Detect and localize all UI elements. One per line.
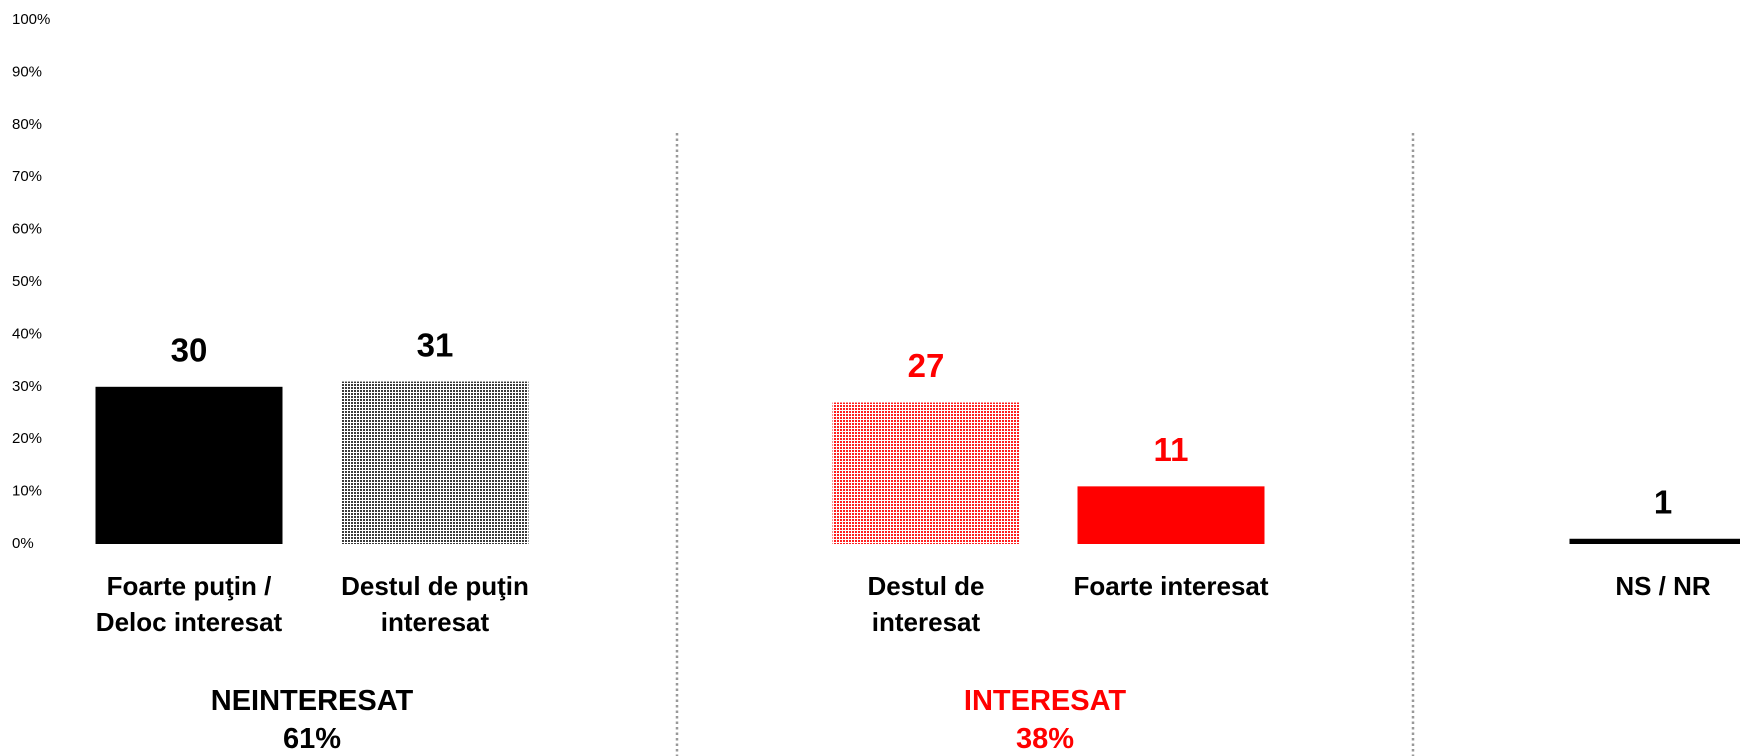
y-tick-label: 70% bbox=[12, 168, 42, 185]
bar bbox=[1077, 486, 1265, 544]
bar bbox=[1569, 538, 1740, 544]
x-tick-label: Destul de puţin interesat bbox=[341, 571, 529, 637]
group-total: 38% bbox=[1015, 723, 1075, 755]
y-tick-label: 20% bbox=[12, 430, 42, 447]
value-label: 30 bbox=[171, 332, 208, 369]
y-tick-label: 80% bbox=[12, 116, 42, 133]
bar bbox=[832, 402, 1020, 544]
y-tick-label: 10% bbox=[12, 483, 42, 500]
y-tick-label: 0% bbox=[12, 535, 34, 552]
y-tick-label: 40% bbox=[12, 325, 42, 342]
bar bbox=[341, 381, 529, 544]
group-name: NEINTERESAT bbox=[210, 685, 414, 717]
y-tick-label: 30% bbox=[12, 378, 42, 395]
group-name: INTERESAT bbox=[963, 685, 1127, 717]
y-tick-label: 50% bbox=[12, 273, 42, 290]
y-tick-label: 60% bbox=[12, 221, 42, 238]
value-label: 11 bbox=[1154, 431, 1189, 468]
group-total: 61% bbox=[282, 723, 342, 755]
value-label: 27 bbox=[908, 347, 945, 384]
value-label: 1 bbox=[1654, 483, 1672, 520]
x-tick-label: Destul de interesat bbox=[867, 571, 985, 637]
x-tick-label: Foarte puţin / Deloc interesat bbox=[95, 571, 283, 637]
value-label: 31 bbox=[417, 326, 454, 363]
x-tick-label: Foarte interesat bbox=[1073, 571, 1269, 601]
x-tick-label: NS / NR bbox=[1615, 571, 1711, 601]
y-tick-label: 100% bbox=[12, 11, 50, 28]
bar bbox=[95, 386, 283, 544]
y-tick-label: 90% bbox=[12, 63, 42, 80]
